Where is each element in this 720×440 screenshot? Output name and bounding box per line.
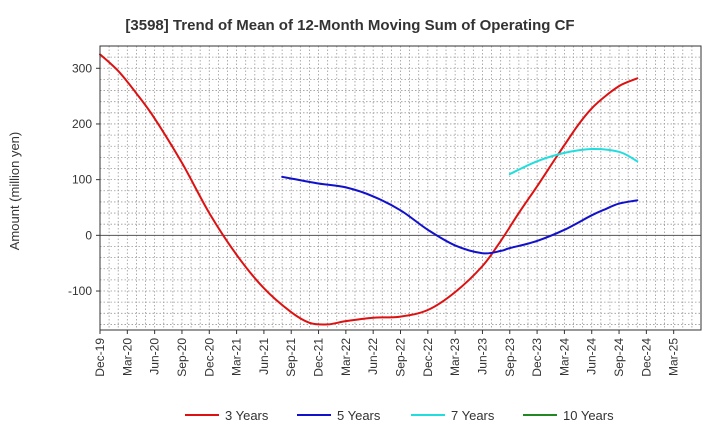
x-tick-label: Dec-20 [202, 338, 216, 377]
chart-title: [3598] Trend of Mean of 12-Month Moving … [125, 17, 574, 34]
x-tick-label: Dec-23 [530, 338, 544, 377]
x-tick-label: Dec-22 [421, 338, 435, 377]
legend-label: 3 Years [225, 408, 269, 423]
x-tick-label: Mar-21 [230, 338, 244, 376]
x-tick-label: Sep-22 [394, 338, 408, 377]
y-tick-label: 200 [72, 117, 92, 131]
x-tick-label: Sep-20 [175, 338, 189, 377]
series-lines [99, 53, 639, 326]
x-tick-label: Dec-19 [93, 338, 107, 377]
x-tick-label: Mar-24 [557, 338, 571, 376]
y-tick-label: 300 [72, 61, 92, 75]
x-tick-label: Mar-20 [120, 338, 134, 376]
y-axis-ticks: 300 200 100 0 -100 [68, 61, 100, 298]
x-tick-label: Jun-21 [257, 338, 271, 375]
legend-label: 7 Years [451, 408, 495, 423]
x-tick-label: Mar-22 [339, 338, 353, 376]
x-tick-label: Sep-21 [284, 338, 298, 377]
y-tick-label: -100 [68, 284, 92, 298]
y-tick-label: 0 [85, 228, 92, 242]
x-tick-label: Jun-20 [148, 338, 162, 375]
legend-label: 10 Years [563, 408, 614, 423]
y-tick-label: 100 [72, 173, 92, 187]
x-tick-label: Jun-23 [476, 338, 490, 375]
x-tick-label: Mar-23 [448, 338, 462, 376]
series-line-3-years [99, 53, 639, 326]
x-tick-label: Mar-25 [667, 338, 681, 376]
x-tick-label: Jun-24 [585, 338, 599, 375]
x-tick-label: Sep-24 [612, 338, 626, 377]
x-tick-label: Dec-21 [312, 338, 326, 377]
x-tick-label: Jun-22 [366, 338, 380, 375]
x-tick-label: Dec-24 [639, 338, 653, 377]
series-line-7-years [508, 147, 639, 176]
gridlines [99, 45, 702, 330]
legend-label: 5 Years [337, 408, 381, 423]
x-axis-ticks: Dec-19 Mar-20 Jun-20 Sep-20 Dec-20 Mar-21 Jun-… [93, 330, 681, 377]
legend: 3 Years 5 Years 7 Years 10 Years [185, 408, 614, 423]
x-tick-label: Sep-23 [503, 338, 517, 377]
y-axis-label: Amount (million yen) [7, 132, 22, 251]
series-line-5-years [281, 175, 639, 255]
